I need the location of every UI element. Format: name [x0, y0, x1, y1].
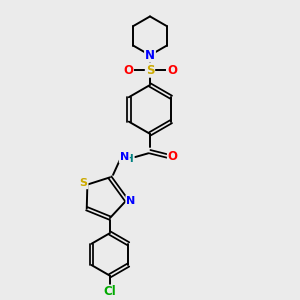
Text: S: S	[146, 64, 154, 77]
Text: N: N	[126, 196, 136, 206]
Text: H: H	[124, 154, 134, 164]
Text: N: N	[145, 49, 155, 62]
Text: Cl: Cl	[103, 286, 116, 298]
Text: O: O	[123, 64, 133, 77]
Text: S: S	[80, 178, 88, 188]
Text: N: N	[120, 152, 129, 162]
Text: O: O	[168, 150, 178, 163]
Text: O: O	[167, 64, 177, 77]
